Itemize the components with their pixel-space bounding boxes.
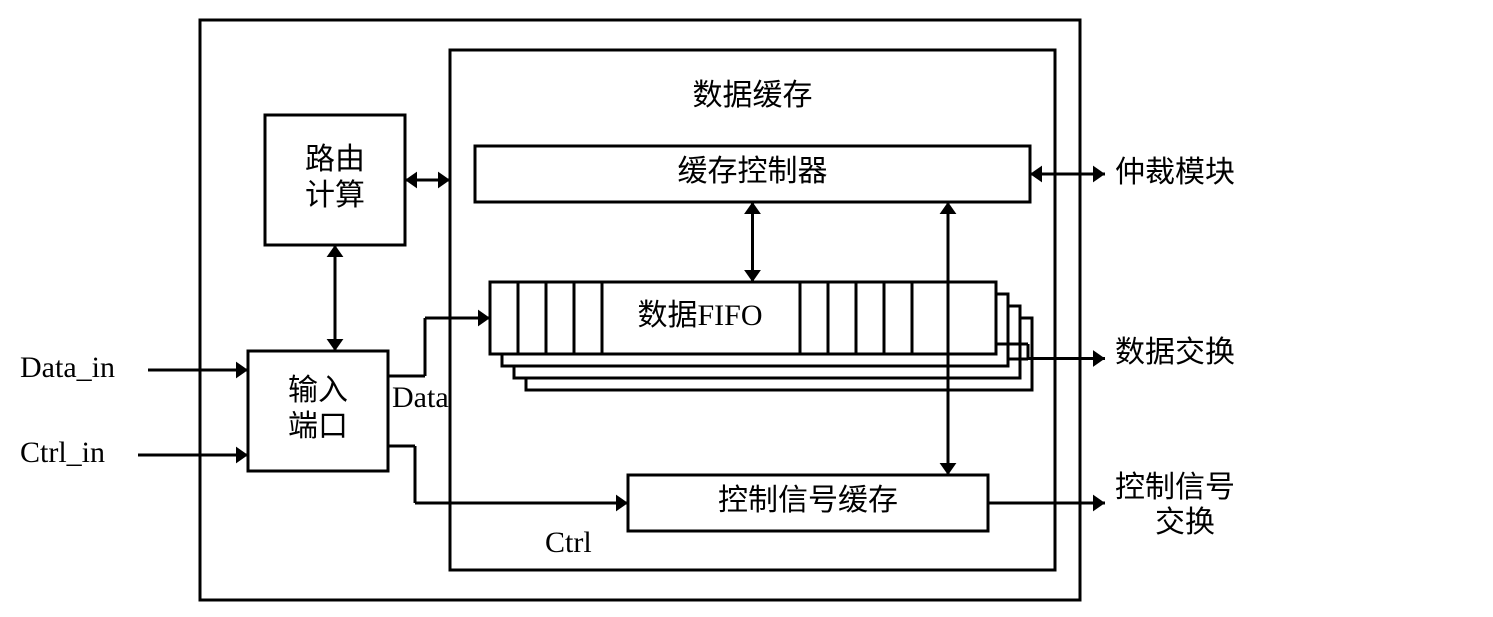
routing-label-1: 路由 [305,143,365,176]
data-in-label: Data_in [20,351,115,384]
data-fifo-label: 数据FIFO [637,299,762,332]
input-port-label-1: 输入 [288,374,348,407]
ctrl-signal-cache-label: 控制信号缓存 [718,484,898,517]
ctrl-in-label: Ctrl_in [20,436,105,469]
arbiter-label: 仲裁模块 [1115,156,1235,189]
ctrl-exchange-label-2: 交换 [1155,506,1215,539]
cache-controller-label: 缓存控制器 [678,155,828,188]
input-port-label-2: 端口 [288,410,348,443]
data-exchange-label: 数据交换 [1115,336,1235,369]
data-cache-title: 数据缓存 [693,79,813,112]
ctrl-label: Ctrl [545,526,592,559]
data-label: Data [392,381,449,414]
ctrl-exchange-label-1: 控制信号 [1115,471,1235,504]
routing-label-2: 计算 [305,179,365,212]
